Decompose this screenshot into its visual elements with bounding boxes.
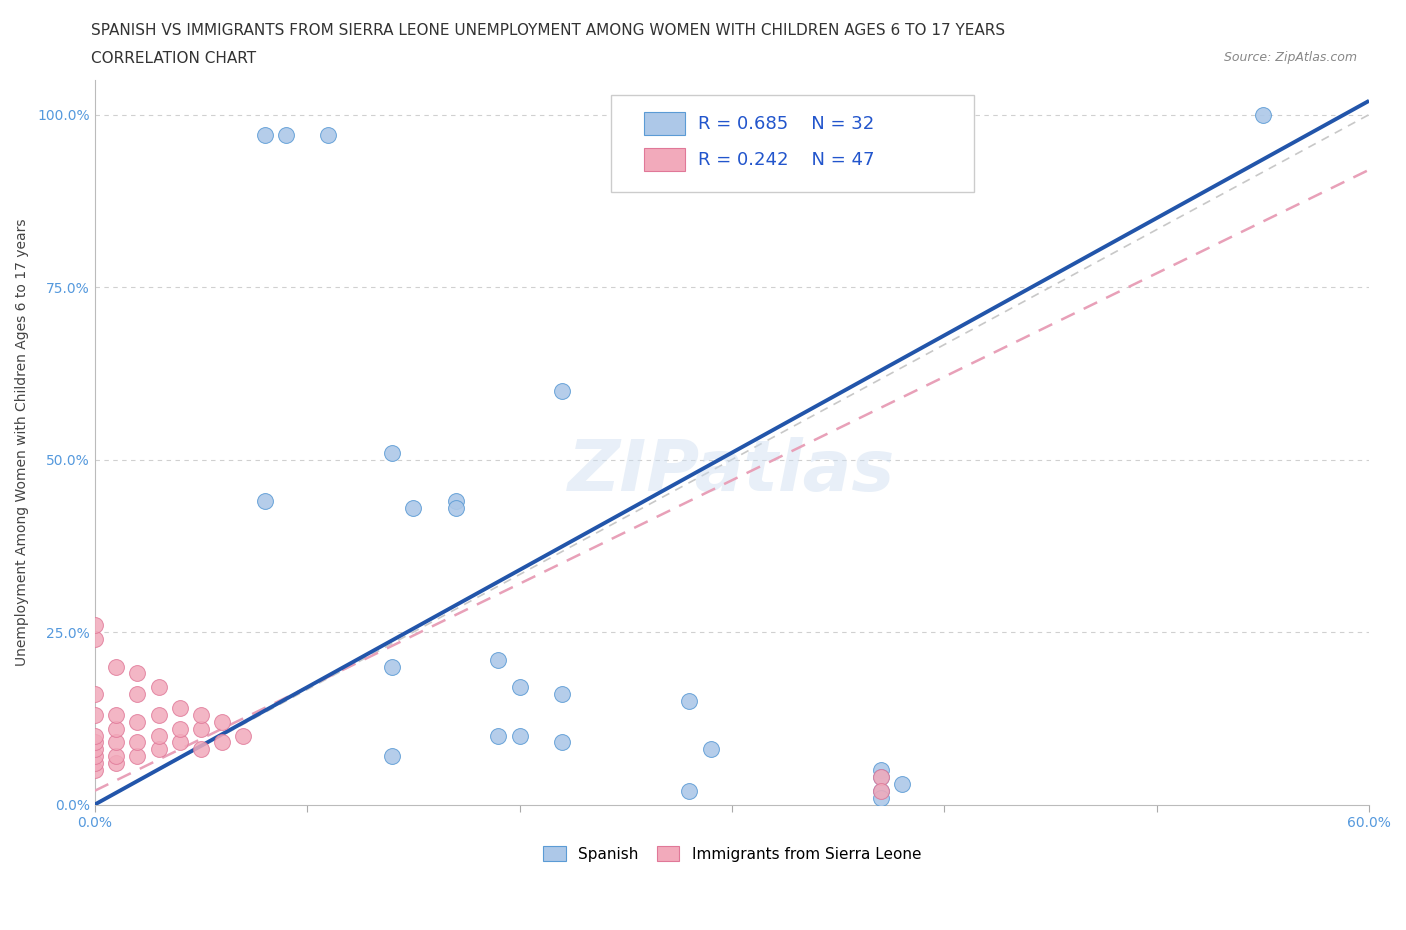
Point	[253, 494, 276, 509]
Text: R = 0.242    N = 47: R = 0.242 N = 47	[697, 151, 875, 168]
Point	[211, 735, 233, 750]
Point	[83, 708, 105, 723]
Point	[105, 721, 128, 736]
Point	[869, 763, 891, 777]
Point	[486, 652, 509, 667]
Point	[83, 763, 105, 777]
Point	[869, 790, 891, 805]
Point	[105, 749, 128, 764]
Point	[551, 735, 574, 750]
FancyBboxPatch shape	[610, 95, 974, 193]
Point	[148, 742, 170, 757]
Point	[699, 742, 721, 757]
Point	[190, 742, 212, 757]
Point	[190, 708, 212, 723]
Point	[444, 494, 467, 509]
Point	[274, 127, 297, 142]
Y-axis label: Unemployment Among Women with Children Ages 6 to 17 years: Unemployment Among Women with Children A…	[15, 219, 30, 666]
Point	[83, 686, 105, 701]
Point	[678, 694, 700, 709]
Point	[83, 742, 105, 757]
Text: ZIPatlas: ZIPatlas	[568, 437, 896, 506]
Point	[127, 735, 149, 750]
Point	[509, 728, 531, 743]
Point	[83, 631, 105, 646]
FancyBboxPatch shape	[644, 112, 685, 135]
Point	[148, 680, 170, 695]
Point	[253, 127, 276, 142]
Point	[83, 749, 105, 764]
Point	[105, 735, 128, 750]
Point	[869, 769, 891, 784]
Point	[232, 728, 254, 743]
Text: R = 0.685    N = 32: R = 0.685 N = 32	[697, 114, 873, 133]
Point	[869, 769, 891, 784]
Point	[127, 714, 149, 729]
Point	[105, 708, 128, 723]
Point	[169, 735, 191, 750]
Point	[890, 777, 912, 791]
Point	[83, 618, 105, 632]
Point	[318, 127, 340, 142]
Point	[127, 749, 149, 764]
Point	[869, 783, 891, 798]
FancyBboxPatch shape	[644, 148, 685, 171]
Point	[551, 383, 574, 398]
Point	[169, 721, 191, 736]
Point	[127, 686, 149, 701]
Point	[551, 686, 574, 701]
Point	[444, 500, 467, 515]
Point	[486, 728, 509, 743]
Point	[169, 700, 191, 715]
Point	[83, 735, 105, 750]
Point	[1251, 107, 1274, 122]
Point	[148, 728, 170, 743]
Point	[148, 708, 170, 723]
Point	[869, 783, 891, 798]
Point	[190, 721, 212, 736]
Text: SPANISH VS IMMIGRANTS FROM SIERRA LEONE UNEMPLOYMENT AMONG WOMEN WITH CHILDREN A: SPANISH VS IMMIGRANTS FROM SIERRA LEONE …	[91, 23, 1005, 38]
Point	[402, 500, 425, 515]
Point	[127, 666, 149, 681]
Point	[83, 728, 105, 743]
Point	[105, 659, 128, 674]
Point	[678, 783, 700, 798]
Point	[83, 756, 105, 771]
Legend: Spanish, Immigrants from Sierra Leone: Spanish, Immigrants from Sierra Leone	[536, 838, 929, 870]
Point	[105, 756, 128, 771]
Text: Source: ZipAtlas.com: Source: ZipAtlas.com	[1223, 51, 1357, 64]
Point	[509, 680, 531, 695]
Point	[211, 714, 233, 729]
Point	[381, 749, 404, 764]
Text: CORRELATION CHART: CORRELATION CHART	[91, 51, 256, 66]
Point	[381, 445, 404, 460]
Point	[381, 659, 404, 674]
